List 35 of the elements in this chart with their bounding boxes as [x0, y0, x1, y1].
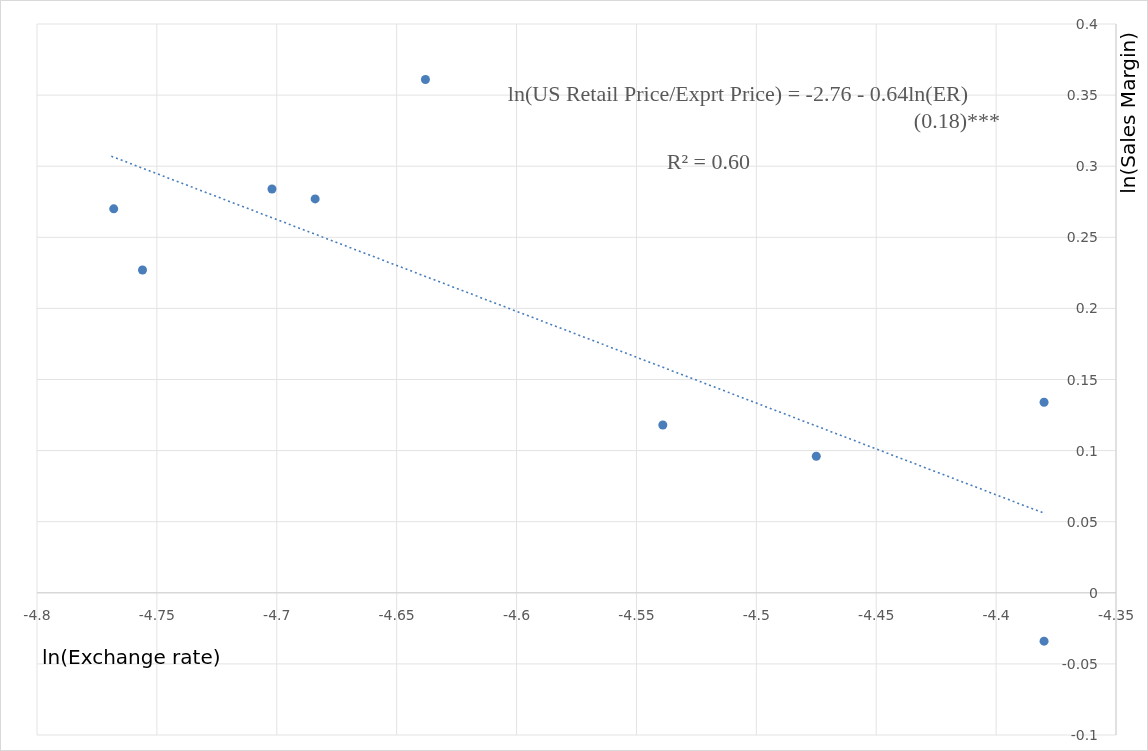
x-tick-label: -4.55 — [618, 606, 655, 623]
y-tick-label: 0.4 — [1075, 16, 1099, 32]
y-axis-title: ln(Sales Margin) — [1116, 32, 1140, 194]
x-tick-label: -4.5 — [742, 606, 770, 623]
annotation: R² = 0.60 — [666, 149, 750, 174]
x-tick-label: -4.65 — [378, 606, 415, 623]
y-tick-label: 0.25 — [1066, 229, 1098, 246]
y-tick-label: -0.05 — [1061, 655, 1098, 672]
x-tick-label: -4.8 — [23, 606, 51, 623]
y-tick-label: 0 — [1089, 584, 1098, 601]
y-tick-label: 0.3 — [1075, 158, 1098, 175]
point — [267, 184, 277, 194]
annotation: ln(US Retail Price/Exprt Price) = -2.76 - 0.64ln(ER) — [507, 81, 969, 106]
point — [310, 194, 320, 204]
y-tick-label: 0.05 — [1066, 513, 1098, 530]
x-tick-label: -4.45 — [858, 606, 895, 623]
y-tick-label: 0.1 — [1075, 442, 1098, 459]
y-tick-label: 0.35 — [1066, 87, 1098, 104]
x-tick-label: -4.4 — [982, 606, 1010, 623]
x-tick-label: -4.6 — [502, 606, 531, 623]
annotation: (0.18)*** — [913, 108, 1000, 133]
y-tick-label: 0.15 — [1066, 371, 1098, 388]
x-tick-label: -4.75 — [138, 606, 176, 623]
x-tick-label: -4.35 — [1097, 606, 1135, 623]
point — [1039, 397, 1049, 407]
point — [1039, 636, 1049, 646]
y-tick-label: 0.2 — [1075, 300, 1098, 317]
point — [658, 420, 668, 430]
y-tick-label: -0.1 — [1070, 727, 1098, 743]
x-axis-title: ln(Exchange rate) — [42, 644, 221, 669]
point — [420, 74, 430, 84]
point — [109, 204, 119, 214]
point — [811, 451, 821, 461]
point — [138, 265, 147, 275]
x-tick-label: -4.7 — [263, 606, 291, 623]
